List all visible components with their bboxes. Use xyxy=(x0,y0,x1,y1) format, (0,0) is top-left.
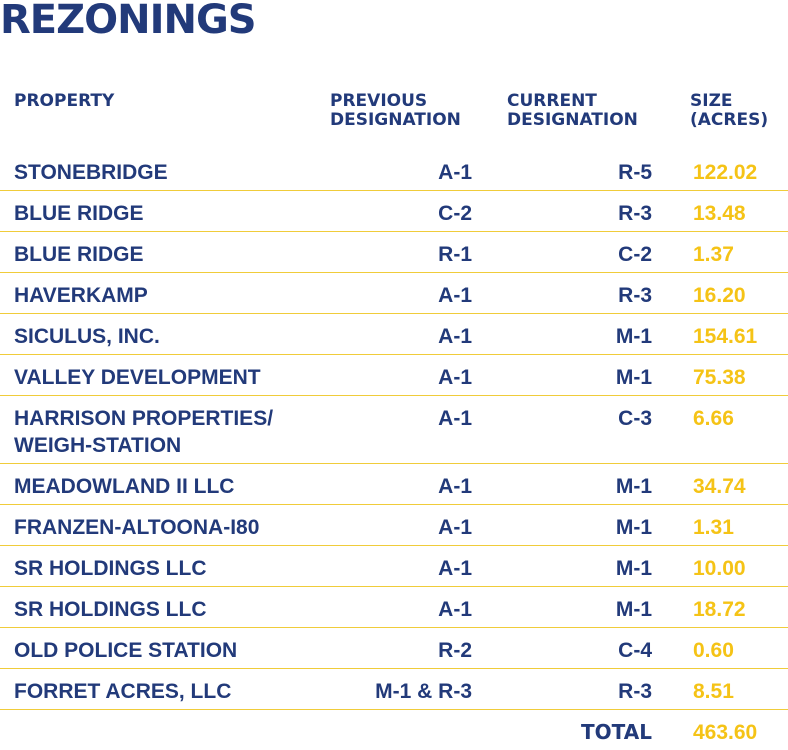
table-row: MEADOWLAND II LLC A-1 M-1 34.74 xyxy=(0,464,788,505)
rezonings-table: STONEBRIDGE A-1 R-5 122.02 BLUE RIDGE C-… xyxy=(0,150,788,750)
cell-size: 1.37 xyxy=(693,243,734,266)
cell-property: SR HOLDINGS LLC xyxy=(14,557,207,580)
cell-previous-designation: A-1 xyxy=(438,366,472,389)
cell-current-designation: R-3 xyxy=(618,284,652,307)
total-label: TOTAL xyxy=(581,720,652,744)
cell-current-designation: R-5 xyxy=(618,161,652,184)
table-row: BLUE RIDGE R-1 C-2 1.37 xyxy=(0,232,788,273)
cell-property: FRANZEN-ALTOONA-I80 xyxy=(14,516,260,539)
cell-previous-designation: A-1 xyxy=(438,407,472,430)
cell-size: 8.51 xyxy=(693,680,734,703)
cell-size: 122.02 xyxy=(693,161,758,184)
cell-property: OLD POLICE STATION xyxy=(14,639,238,662)
table-row: SR HOLDINGS LLC A-1 M-1 10.00 xyxy=(0,546,788,587)
cell-size: 34.74 xyxy=(693,475,746,498)
cell-previous-designation: A-1 xyxy=(438,325,472,348)
table-row: SR HOLDINGS LLC A-1 M-1 18.72 xyxy=(0,587,788,628)
cell-current-designation: R-3 xyxy=(618,680,652,703)
table-row: SICULUS, INC. A-1 M-1 154.61 xyxy=(0,314,788,355)
cell-current-designation: R-3 xyxy=(618,202,652,225)
table-row: BLUE RIDGE C-2 R-3 13.48 xyxy=(0,191,788,232)
cell-size: 154.61 xyxy=(693,325,758,348)
cell-size: 0.60 xyxy=(693,639,734,662)
cell-size: 75.38 xyxy=(693,366,746,389)
cell-size: 1.31 xyxy=(693,516,734,539)
cell-previous-designation: A-1 xyxy=(438,557,472,580)
cell-property: BLUE RIDGE xyxy=(14,243,144,266)
cell-previous-designation: C-2 xyxy=(438,202,472,225)
cell-current-designation: M-1 xyxy=(615,325,652,348)
table-row: HARRISON PROPERTIES/ WEIGH-STATION A-1 C… xyxy=(0,396,788,464)
cell-current-designation: C-2 xyxy=(618,243,652,266)
cell-current-designation: M-1 xyxy=(615,557,652,580)
table-row: STONEBRIDGE A-1 R-5 122.02 xyxy=(0,150,788,191)
cell-current-designation: M-1 xyxy=(615,516,652,539)
header-size-acres: SIZE (ACRES) xyxy=(690,91,769,130)
cell-current-designation: M-1 xyxy=(615,366,652,389)
table-row: OLD POLICE STATION R-2 C-4 0.60 xyxy=(0,628,788,669)
cell-current-designation: C-4 xyxy=(618,639,652,662)
cell-property: FORRET ACRES, LLC xyxy=(14,680,232,703)
cell-current-designation: M-1 xyxy=(615,598,652,621)
cell-previous-designation: A-1 xyxy=(438,475,472,498)
cell-property: HARRISON PROPERTIES/ WEIGH-STATION xyxy=(14,407,274,457)
cell-property: SR HOLDINGS LLC xyxy=(14,598,207,621)
cell-property: SICULUS, INC. xyxy=(14,325,160,348)
table-row: FRANZEN-ALTOONA-I80 A-1 M-1 1.31 xyxy=(0,505,788,546)
cell-property: VALLEY DEVELOPMENT xyxy=(14,366,261,389)
cell-current-designation: M-1 xyxy=(615,475,652,498)
cell-previous-designation: R-1 xyxy=(438,243,472,266)
cell-previous-designation: A-1 xyxy=(438,598,472,621)
cell-previous-designation: A-1 xyxy=(438,516,472,539)
table-row: VALLEY DEVELOPMENT A-1 M-1 75.38 xyxy=(0,355,788,396)
total-value: 463.60 xyxy=(693,721,758,744)
cell-property: MEADOWLAND II LLC xyxy=(14,475,235,498)
header-property: PROPERTY xyxy=(14,91,115,111)
cell-size: 10.00 xyxy=(693,557,746,580)
total-row: TOTAL 463.60 xyxy=(0,710,788,750)
cell-current-designation: C-3 xyxy=(618,407,652,430)
cell-property: HAVERKAMP xyxy=(14,284,148,307)
header-current-designation: CURRENT DESIGNATION xyxy=(507,91,638,130)
cell-previous-designation: A-1 xyxy=(438,161,472,184)
cell-previous-designation: M-1 & R-3 xyxy=(375,680,472,703)
cell-size: 13.48 xyxy=(693,202,746,225)
page-title: REZONINGS xyxy=(0,0,257,43)
header-previous-designation: PREVIOUS DESIGNATION xyxy=(330,91,461,130)
cell-size: 16.20 xyxy=(693,284,746,307)
cell-property: STONEBRIDGE xyxy=(14,161,168,184)
cell-size: 6.66 xyxy=(693,407,734,430)
cell-previous-designation: A-1 xyxy=(438,284,472,307)
table-row: FORRET ACRES, LLC M-1 & R-3 R-3 8.51 xyxy=(0,669,788,710)
table-row: HAVERKAMP A-1 R-3 16.20 xyxy=(0,273,788,314)
cell-size: 18.72 xyxy=(693,598,746,621)
cell-previous-designation: R-2 xyxy=(438,639,472,662)
cell-property: BLUE RIDGE xyxy=(14,202,144,225)
